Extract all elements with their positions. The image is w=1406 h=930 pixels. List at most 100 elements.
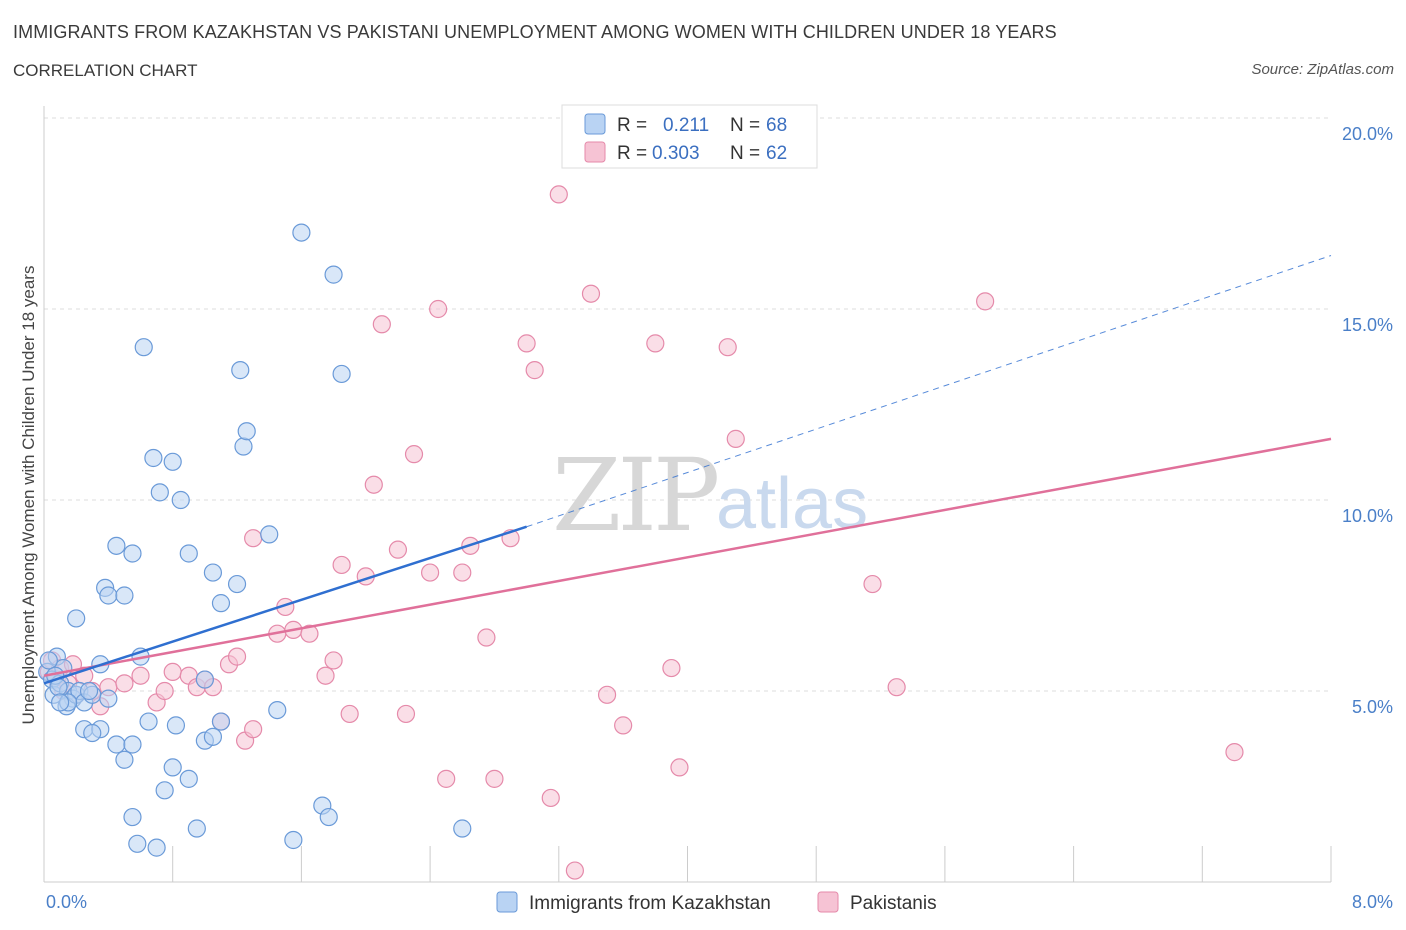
legend-n-label-1: N = (730, 115, 760, 136)
legend-n-label-2: N = (730, 143, 760, 164)
kazakhstan-point-46 (128, 834, 147, 853)
kazakhstan-trend-line (43, 525, 528, 685)
y-tick-label-2: 15.0% (1342, 315, 1393, 335)
y-axis-label: Unemployment Among Women with Children U… (19, 266, 38, 725)
series-legend: Immigrants from Kazakhstan Pakistanis (496, 891, 937, 914)
pakistanis-trend-line (43, 437, 1332, 677)
kazakhstan-point-42 (99, 689, 118, 708)
pakistanis-point-59 (670, 758, 689, 777)
kazakhstan-point-55 (211, 712, 231, 731)
pakistanis-point-31 (316, 666, 335, 685)
x-tick-label-1: 8.0% (1352, 892, 1393, 912)
pakistanis-point-49 (517, 334, 536, 353)
pakistanis-point-30 (300, 624, 319, 643)
kazakhstan-point-38 (332, 364, 351, 384)
watermark: ZIP atlas (552, 437, 868, 554)
kazakhstan-point-50 (166, 716, 186, 735)
kazakhstan-point-36 (292, 223, 311, 242)
kazakhstan-point-49 (163, 758, 182, 777)
kazakhstan-point-31 (227, 574, 247, 594)
kazakhstan-point-67 (50, 693, 70, 712)
kazakhstan-points (38, 223, 472, 857)
kazakhstan-point-54 (203, 727, 223, 746)
kazakhstan-point-62 (284, 830, 303, 850)
pakistanis-point-47 (485, 769, 504, 788)
pakistanis-point-32 (324, 651, 343, 670)
chart-subtitle: CORRELATION CHART (13, 61, 198, 80)
pakistanis-point-26 (244, 529, 263, 548)
series-legend-swatch-kazakhstan (496, 891, 518, 913)
series-legend-pakistanis: Pakistanis (850, 893, 937, 914)
kazakhstan-point-23 (134, 338, 153, 357)
pakistanis-point-38 (388, 540, 408, 559)
pakistanis-point-16 (163, 662, 182, 682)
pakistanis-point-62 (863, 574, 882, 594)
kazakhstan-point-64 (319, 807, 338, 827)
pakistanis-point-50 (525, 361, 544, 380)
pakistanis-point-42 (429, 299, 448, 319)
kazakhstan-point-33 (234, 437, 253, 456)
pakistanis-point-55 (597, 685, 617, 704)
kazakhstan-point-30 (211, 594, 231, 613)
kazakhstan-point-24 (144, 448, 163, 468)
pakistanis-point-13 (131, 666, 150, 685)
chart-title: IMMIGRANTS FROM KAZAKHSTAN VS PAKISTANI … (13, 22, 1057, 42)
kazakhstan-point-47 (147, 838, 166, 857)
kazakhstan-point-8 (39, 651, 58, 670)
kazakhstan-point-19 (107, 536, 126, 555)
series-legend-swatch-pakistanis (817, 891, 839, 913)
pakistanis-point-53 (565, 861, 584, 880)
legend-swatch-blue (584, 113, 606, 135)
pakistanis-point-39 (396, 704, 416, 724)
kazakhstan-point-37 (324, 265, 343, 284)
pakistanis-point-37 (372, 315, 391, 334)
kazakhstan-point-43 (107, 735, 126, 754)
stats-legend: R = 0.211 N = 68 R = 0.303 N = 62 (561, 104, 818, 169)
pakistanis-point-63 (887, 678, 906, 697)
kazakhstan-point-39 (67, 609, 86, 628)
pakistanis-point-51 (541, 788, 560, 808)
legend-n-value-2: 62 (766, 143, 787, 164)
pakistanis-point-36 (364, 475, 383, 494)
kazakhstan-point-34 (237, 422, 256, 441)
kazakhstan-point-45 (123, 807, 142, 827)
kazakhstan-point-35 (260, 525, 279, 544)
pakistanis-point-54 (581, 284, 601, 303)
legend-n-value-1: 68 (766, 115, 787, 136)
pakistanis-point-40 (404, 445, 424, 464)
kazakhstan-point-21 (123, 544, 142, 563)
legend-swatch-pink (584, 141, 606, 163)
pakistanis-point-65 (1225, 743, 1244, 762)
trend-lines (43, 255, 1332, 685)
pakistanis-point-58 (662, 658, 681, 678)
pakistanis-point-43 (437, 769, 456, 788)
pakistanis-point-34 (340, 704, 359, 724)
y-tick-label-1: 10.0% (1342, 506, 1393, 526)
watermark-zip: ZIP (552, 437, 717, 554)
grid-lines (44, 117, 1331, 692)
watermark-atlas: atlas (716, 464, 868, 544)
kazakhstan-point-27 (171, 490, 190, 510)
legend-r-value-2: 0.303 (652, 143, 700, 164)
kazakhstan-point-18 (99, 586, 118, 605)
pakistanis-point-44 (453, 563, 472, 582)
y-tick-label-3: 20.0% (1342, 124, 1393, 144)
kazakhstan-point-25 (150, 483, 169, 502)
series-legend-kazakhstan: Immigrants from Kazakhstan (529, 893, 771, 914)
x-tick-label-0: 0.0% (46, 892, 87, 912)
kazakhstan-point-28 (179, 544, 198, 563)
pakistanis-point-61 (726, 429, 745, 448)
y-tick-labels: 5.0% 10.0% 15.0% 20.0% (1342, 124, 1393, 717)
pakistanis-point-25 (244, 720, 263, 739)
pakistanis-point-52 (549, 185, 568, 204)
kazakhstan-point-26 (163, 452, 182, 471)
kazakhstan-point-60 (195, 670, 214, 689)
kazakhstan-point-66 (79, 681, 99, 701)
y-tick-label-0: 5.0% (1352, 697, 1393, 717)
kazakhstan-point-20 (115, 586, 134, 605)
kazakhstan-point-29 (203, 563, 223, 582)
legend-r-label-2: R = (617, 143, 647, 164)
kazakhstan-point-52 (187, 819, 206, 838)
pakistanis-point-60 (718, 338, 737, 357)
